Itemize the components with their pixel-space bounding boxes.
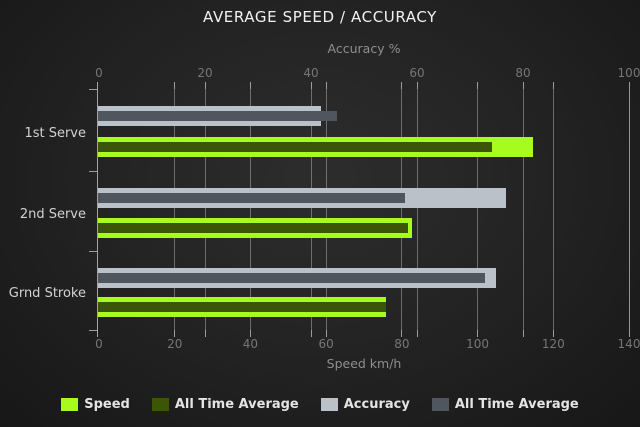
tick-label-top: 60 xyxy=(409,66,425,80)
tick-label-bottom: 40 xyxy=(242,337,259,351)
tick-mark xyxy=(249,330,251,337)
gridline xyxy=(628,89,630,330)
category-label: 2nd Serve xyxy=(19,207,86,222)
gridline xyxy=(310,89,312,330)
tick-mark xyxy=(522,82,524,89)
tick-mark xyxy=(416,330,418,337)
gridline xyxy=(325,89,327,330)
tick-label-top: 20 xyxy=(197,66,213,80)
legend-swatch-speed_all_time xyxy=(151,398,169,411)
legend-swatch-accuracy xyxy=(320,398,338,411)
legend-item-speed_all_time: All Time Average xyxy=(151,397,299,412)
legend: Speed All Time Average Accuracy All Time Av… xyxy=(0,397,640,412)
tick-mark xyxy=(325,82,327,89)
top-axis-label: Accuracy % xyxy=(327,41,401,56)
tick-mark xyxy=(401,330,403,337)
legend-swatch-accuracy_all_time xyxy=(431,398,449,411)
y-axis-tick xyxy=(89,171,97,172)
legend-item-speed: Speed xyxy=(61,397,130,412)
gridline xyxy=(628,89,630,330)
tick-label-top: 40 xyxy=(303,66,319,80)
tick-mark xyxy=(249,82,251,89)
bar-speed_all_time-0 xyxy=(98,142,492,152)
legend-label: Accuracy xyxy=(343,397,410,412)
gridline xyxy=(204,89,206,330)
tick-mark xyxy=(325,330,327,337)
tick-mark xyxy=(310,82,312,89)
tick-mark xyxy=(477,330,479,337)
bar-accuracy_all_time-1 xyxy=(98,193,406,203)
tick-label-top: 80 xyxy=(515,66,531,80)
tick-label-bottom: 80 xyxy=(394,337,410,351)
tick-mark xyxy=(477,82,479,89)
tick-mark xyxy=(522,330,524,337)
tick-label-bottom: 20 xyxy=(167,337,183,351)
tick-label-top: 0 xyxy=(95,66,103,80)
category-label: Grnd Stroke xyxy=(8,286,86,301)
tick-mark xyxy=(310,330,312,337)
tick-label-bottom: 0 xyxy=(95,337,103,351)
tick-mark xyxy=(552,82,554,89)
tick-label-bottom: 60 xyxy=(318,337,334,351)
legend-label: All Time Average xyxy=(454,397,579,412)
tick-mark xyxy=(401,82,403,89)
bar-accuracy_all_time-0 xyxy=(98,111,337,121)
tick-label-bottom: 100 xyxy=(466,337,490,351)
y-axis-tick xyxy=(89,330,97,331)
gridline xyxy=(552,89,554,330)
legend-label: All Time Average xyxy=(174,397,299,412)
tick-mark xyxy=(628,82,630,89)
gridline xyxy=(249,89,251,330)
y-axis-tick xyxy=(89,89,97,90)
legend-swatch-speed xyxy=(61,398,79,411)
tick-mark xyxy=(552,330,554,337)
gridline xyxy=(477,89,479,330)
bottom-axis-label: Speed km/h xyxy=(326,356,402,371)
tick-mark xyxy=(204,330,206,337)
gridline xyxy=(174,89,176,330)
tick-mark xyxy=(416,82,418,89)
tick-label-top: 100 xyxy=(617,66,640,80)
chart-title: AVERAGE SPEED / ACCURACY xyxy=(203,8,437,26)
tick-mark xyxy=(204,82,206,89)
bar-accuracy_all_time-2 xyxy=(98,273,485,283)
gridline xyxy=(522,89,524,330)
legend-item-accuracy_all_time: All Time Average xyxy=(431,397,579,412)
tick-mark xyxy=(628,330,630,337)
gridline xyxy=(416,89,418,330)
y-axis-tick xyxy=(89,251,97,252)
gridline xyxy=(401,89,403,330)
tick-mark xyxy=(174,82,176,89)
legend-label: Speed xyxy=(84,397,130,412)
tick-mark xyxy=(174,330,176,337)
tick-label-bottom: 120 xyxy=(541,337,565,351)
y-axis-line xyxy=(97,82,98,337)
category-label: 1st Serve xyxy=(24,126,86,141)
bar-speed_all_time-2 xyxy=(98,302,386,312)
tick-label-bottom: 140 xyxy=(617,337,640,351)
bar-speed_all_time-1 xyxy=(98,223,409,233)
legend-item-accuracy: Accuracy xyxy=(320,397,410,412)
